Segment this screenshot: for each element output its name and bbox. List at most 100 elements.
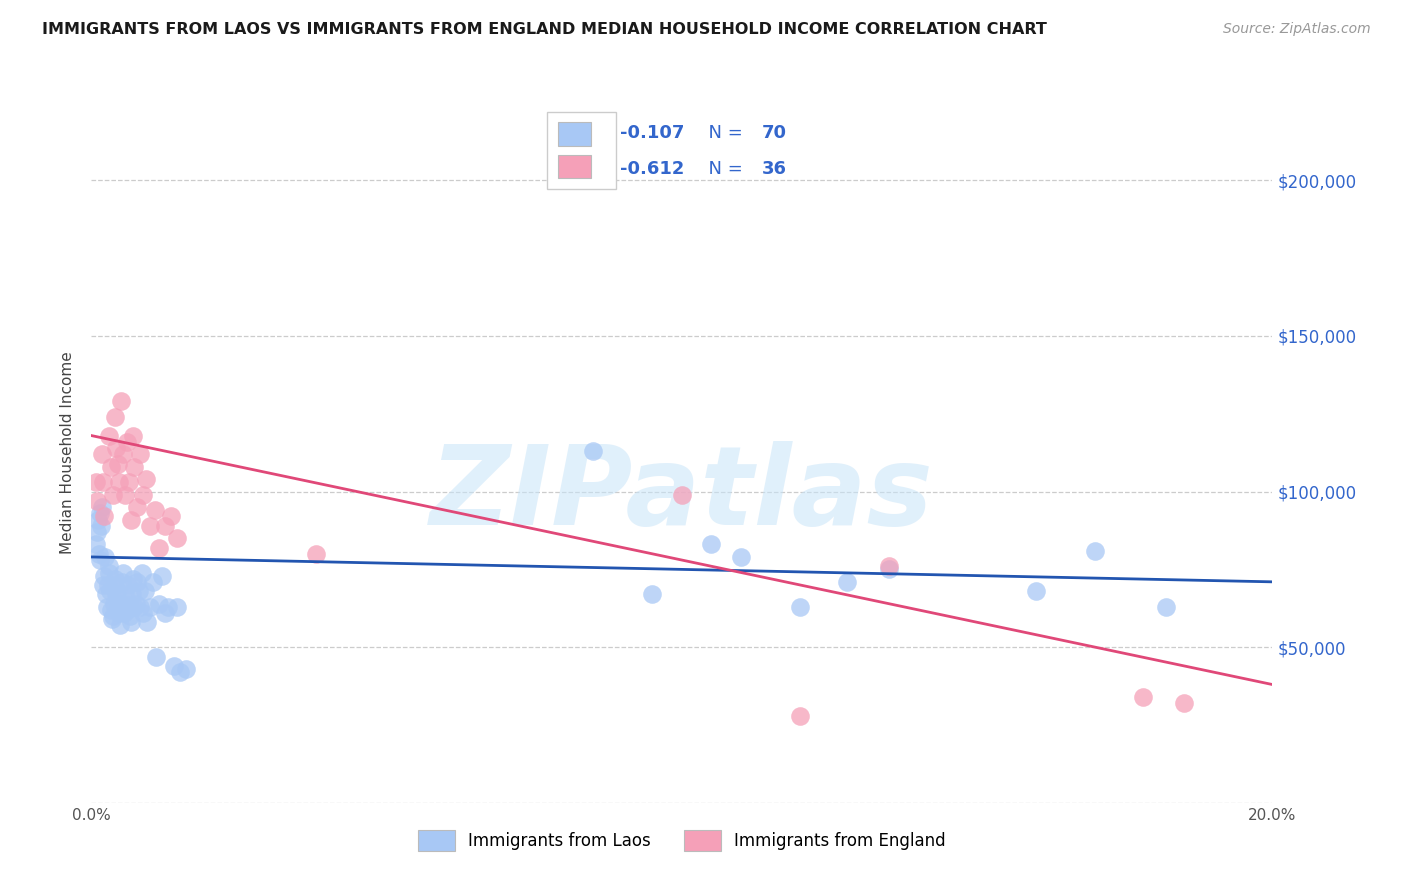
Point (120, 615, 142, 630)
Point (111, 447, 134, 461)
Point (91, 447, 114, 461)
Point (91, 500, 114, 515)
Legend: Immigrants from Laos, Immigrants from England: Immigrants from Laos, Immigrants from En… (412, 824, 952, 857)
Point (122, 599, 145, 614)
Point (166, 531, 188, 545)
Text: 36: 36 (762, 161, 786, 178)
Point (139, 518, 162, 533)
Point (1025, 584, 1047, 599)
Point (128, 599, 150, 614)
Point (117, 578, 139, 592)
Point (100, 603, 122, 617)
Point (101, 612, 124, 626)
Point (166, 599, 188, 614)
Point (148, 541, 170, 555)
Point (89, 507, 111, 521)
Point (93, 509, 115, 524)
Point (103, 488, 125, 502)
Point (174, 662, 197, 676)
Point (169, 665, 191, 679)
Point (121, 428, 143, 442)
Point (118, 609, 141, 624)
Point (145, 649, 167, 664)
Point (105, 441, 128, 455)
Point (1084, 543, 1107, 558)
Text: -0.612: -0.612 (620, 161, 685, 178)
Point (877, 559, 900, 574)
Point (115, 434, 138, 449)
Point (90, 518, 112, 533)
Point (91, 578, 114, 592)
Point (127, 574, 149, 589)
Point (121, 572, 143, 586)
Point (143, 503, 166, 517)
Point (1132, 690, 1154, 704)
Text: IMMIGRANTS FROM LAOS VS IMMIGRANTS FROM ENGLAND MEDIAN HOUSEHOLD INCOME CORRELAT: IMMIGRANTS FROM LAOS VS IMMIGRANTS FROM … (42, 22, 1047, 37)
Point (114, 488, 136, 502)
Point (111, 566, 134, 580)
Point (837, 574, 859, 589)
Point (107, 599, 129, 614)
Point (128, 584, 150, 599)
Point (98, 559, 121, 574)
Point (120, 513, 142, 527)
Point (104, 409, 127, 424)
Text: ZIPatlas: ZIPatlas (430, 442, 934, 549)
Point (97, 578, 120, 592)
Point (157, 599, 180, 614)
Point (84, 537, 107, 551)
Text: -0.107: -0.107 (620, 124, 685, 142)
Text: Source: ZipAtlas.com: Source: ZipAtlas.com (1223, 22, 1371, 37)
Point (108, 475, 131, 490)
Point (117, 475, 139, 490)
Point (98, 584, 121, 599)
Point (135, 472, 157, 486)
Point (87, 547, 110, 561)
Point (136, 615, 159, 630)
Point (153, 518, 177, 533)
Point (671, 488, 693, 502)
Point (87, 513, 110, 527)
Point (700, 537, 723, 551)
Point (84, 475, 107, 490)
Point (1173, 696, 1195, 710)
Point (96, 587, 118, 601)
Point (150, 568, 173, 582)
Point (105, 587, 128, 601)
Point (789, 708, 811, 723)
Point (128, 447, 150, 461)
Point (124, 459, 146, 474)
Point (104, 578, 127, 592)
Point (142, 574, 165, 589)
Point (1154, 599, 1177, 614)
Point (98, 428, 121, 442)
Point (103, 609, 125, 624)
Point (108, 618, 131, 632)
Point (86, 524, 108, 539)
Point (114, 587, 136, 601)
Y-axis label: Median Household Income: Median Household Income (60, 351, 76, 554)
Point (105, 587, 128, 601)
Point (110, 394, 132, 409)
Point (117, 597, 139, 611)
Text: R =: R = (567, 161, 606, 178)
Point (789, 599, 811, 614)
Point (877, 562, 900, 576)
Point (132, 488, 155, 502)
Point (641, 587, 664, 601)
Point (111, 574, 134, 589)
Text: N =: N = (696, 161, 748, 178)
Point (103, 597, 125, 611)
Point (139, 599, 162, 614)
Point (100, 459, 122, 474)
Point (134, 584, 156, 599)
Point (124, 597, 148, 611)
Point (94, 549, 117, 564)
Point (96, 599, 118, 614)
Point (153, 606, 177, 620)
Point (305, 547, 328, 561)
Point (86, 494, 108, 508)
Point (160, 509, 183, 524)
Point (91, 475, 114, 490)
Point (582, 444, 605, 458)
